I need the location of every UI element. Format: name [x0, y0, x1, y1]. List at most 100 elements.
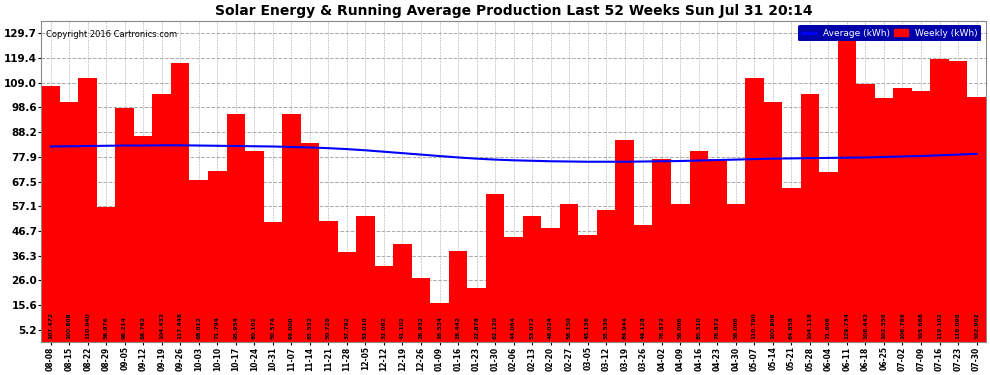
Bar	[745, 78, 763, 342]
Text: 117.448: 117.448	[178, 312, 183, 339]
Bar	[374, 266, 393, 342]
Bar	[856, 84, 875, 342]
Bar	[689, 151, 708, 342]
Text: 80.102: 80.102	[251, 316, 256, 339]
Text: 76.872: 76.872	[659, 316, 664, 339]
Bar	[948, 61, 967, 342]
Text: 95.954: 95.954	[234, 316, 239, 339]
Text: 16.534: 16.534	[437, 316, 442, 339]
Bar	[875, 99, 893, 342]
Bar	[727, 204, 745, 342]
Text: 102.902: 102.902	[974, 312, 979, 339]
Bar	[616, 140, 634, 342]
Text: 100.906: 100.906	[770, 312, 775, 339]
Bar	[634, 225, 652, 342]
Bar	[189, 180, 208, 342]
Bar	[319, 222, 338, 342]
Bar	[523, 216, 542, 342]
Text: 22.878: 22.878	[474, 316, 479, 339]
Text: 108.442: 108.442	[863, 312, 868, 339]
Bar	[134, 136, 152, 342]
Text: 44.064: 44.064	[511, 316, 516, 339]
Bar	[467, 288, 486, 342]
Text: 53.010: 53.010	[363, 316, 368, 339]
Bar	[42, 86, 59, 342]
Bar	[282, 114, 301, 342]
Text: 118.098: 118.098	[955, 312, 960, 339]
Text: 41.102: 41.102	[400, 316, 405, 339]
Text: 129.734: 129.734	[844, 312, 849, 339]
Text: 58.008: 58.008	[678, 316, 683, 339]
Text: 50.574: 50.574	[270, 316, 275, 339]
Text: 58.150: 58.150	[566, 316, 571, 339]
Text: 100.808: 100.808	[66, 312, 71, 339]
Bar	[152, 93, 171, 342]
Bar	[356, 216, 374, 342]
Text: 53.072: 53.072	[530, 316, 535, 339]
Bar	[246, 152, 263, 342]
Bar	[838, 33, 856, 342]
Bar	[171, 63, 189, 342]
Title: Solar Energy & Running Average Production Last 52 Weeks Sun Jul 31 20:14: Solar Energy & Running Average Productio…	[215, 4, 813, 18]
Text: 26.932: 26.932	[419, 316, 424, 339]
Bar	[560, 204, 578, 342]
Bar	[431, 303, 448, 342]
Text: 71.794: 71.794	[215, 316, 220, 339]
Bar	[486, 194, 504, 342]
Text: 98.214: 98.214	[122, 316, 127, 339]
Text: 86.762: 86.762	[141, 316, 146, 339]
Bar	[263, 222, 282, 342]
Bar	[448, 251, 467, 342]
Text: 58.008: 58.008	[734, 316, 739, 339]
Text: 48.024: 48.024	[548, 316, 553, 339]
Bar	[893, 88, 912, 342]
Bar	[652, 159, 671, 342]
Text: 64.858: 64.858	[789, 316, 794, 339]
Bar	[208, 171, 227, 342]
Bar	[504, 237, 523, 342]
Text: 83.552: 83.552	[307, 316, 313, 339]
Text: 110.790: 110.790	[751, 312, 756, 339]
Bar	[227, 114, 246, 342]
Bar	[671, 204, 689, 342]
Bar	[59, 102, 78, 342]
Bar	[819, 172, 838, 342]
Text: 37.792: 37.792	[345, 316, 349, 339]
Text: 50.728: 50.728	[326, 316, 331, 339]
Text: 32.062: 32.062	[381, 316, 386, 339]
Text: 76.872: 76.872	[715, 316, 720, 339]
Text: 68.012: 68.012	[196, 316, 201, 339]
Bar	[912, 91, 931, 342]
Text: 49.128: 49.128	[641, 316, 645, 339]
Bar	[597, 210, 616, 342]
Bar	[763, 102, 782, 342]
Bar	[338, 252, 356, 342]
Text: 38.442: 38.442	[455, 316, 460, 339]
Bar	[801, 94, 819, 342]
Bar	[412, 278, 431, 342]
Bar	[967, 97, 986, 342]
Bar	[116, 108, 134, 342]
Text: 104.432: 104.432	[159, 312, 164, 339]
Text: 110.940: 110.940	[85, 312, 90, 339]
Text: 56.976: 56.976	[104, 316, 109, 339]
Text: 119.102: 119.102	[937, 312, 942, 339]
Bar	[542, 228, 560, 342]
Bar	[78, 78, 97, 342]
Text: 84.944: 84.944	[622, 316, 628, 339]
Text: 96.000: 96.000	[289, 316, 294, 339]
Text: 45.136: 45.136	[585, 316, 590, 339]
Bar	[97, 207, 116, 342]
Text: 71.606: 71.606	[826, 316, 831, 339]
Text: 107.472: 107.472	[49, 312, 53, 339]
Text: 104.118: 104.118	[808, 312, 813, 339]
Text: 105.668: 105.668	[919, 312, 924, 339]
Bar	[782, 188, 801, 342]
Text: 102.358: 102.358	[881, 312, 886, 339]
Text: 80.310: 80.310	[696, 316, 701, 339]
Text: 55.536: 55.536	[604, 316, 609, 339]
Bar	[931, 58, 948, 342]
Legend: Average (kWh), Weekly (kWh): Average (kWh), Weekly (kWh)	[798, 25, 981, 42]
Bar	[708, 159, 727, 342]
Bar	[578, 235, 597, 342]
